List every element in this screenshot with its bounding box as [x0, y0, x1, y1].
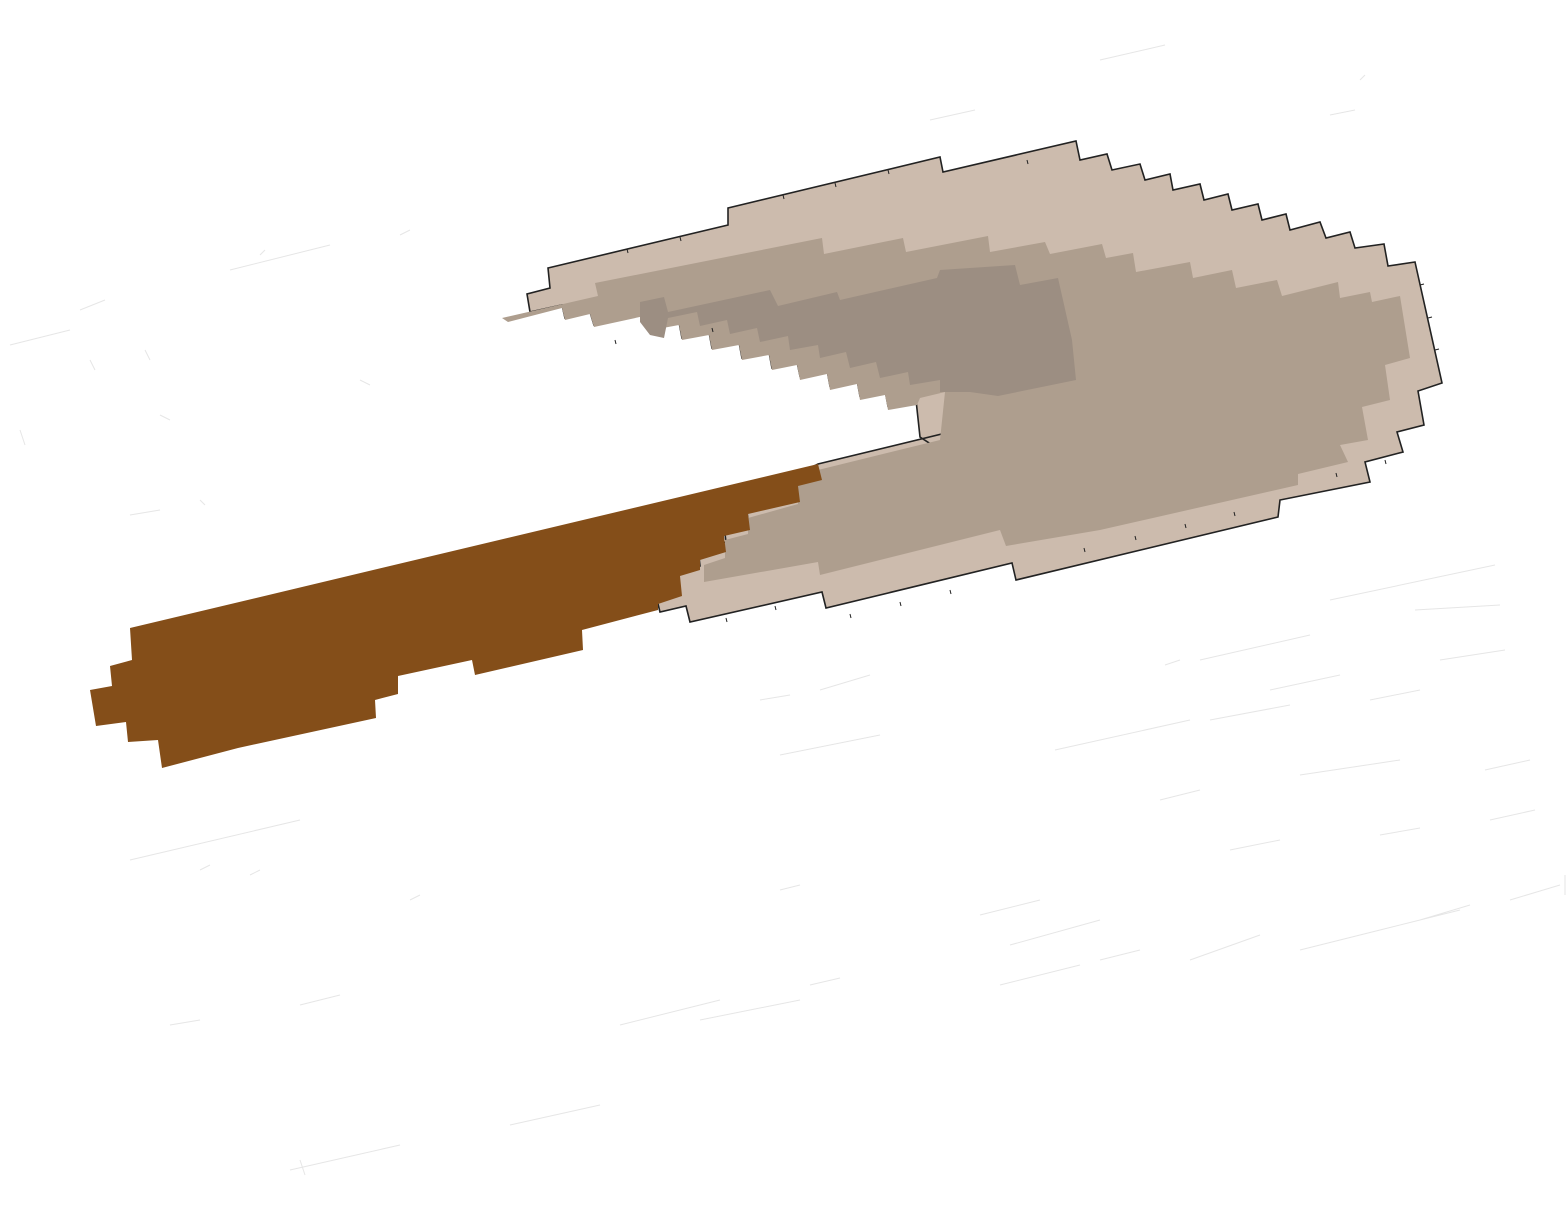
inner-zone-polygon	[640, 265, 1076, 396]
channel-polygon	[90, 464, 822, 768]
boundary-tick-marks	[614, 159, 1440, 623]
faint-grid-fragments	[9, 44, 1566, 1176]
